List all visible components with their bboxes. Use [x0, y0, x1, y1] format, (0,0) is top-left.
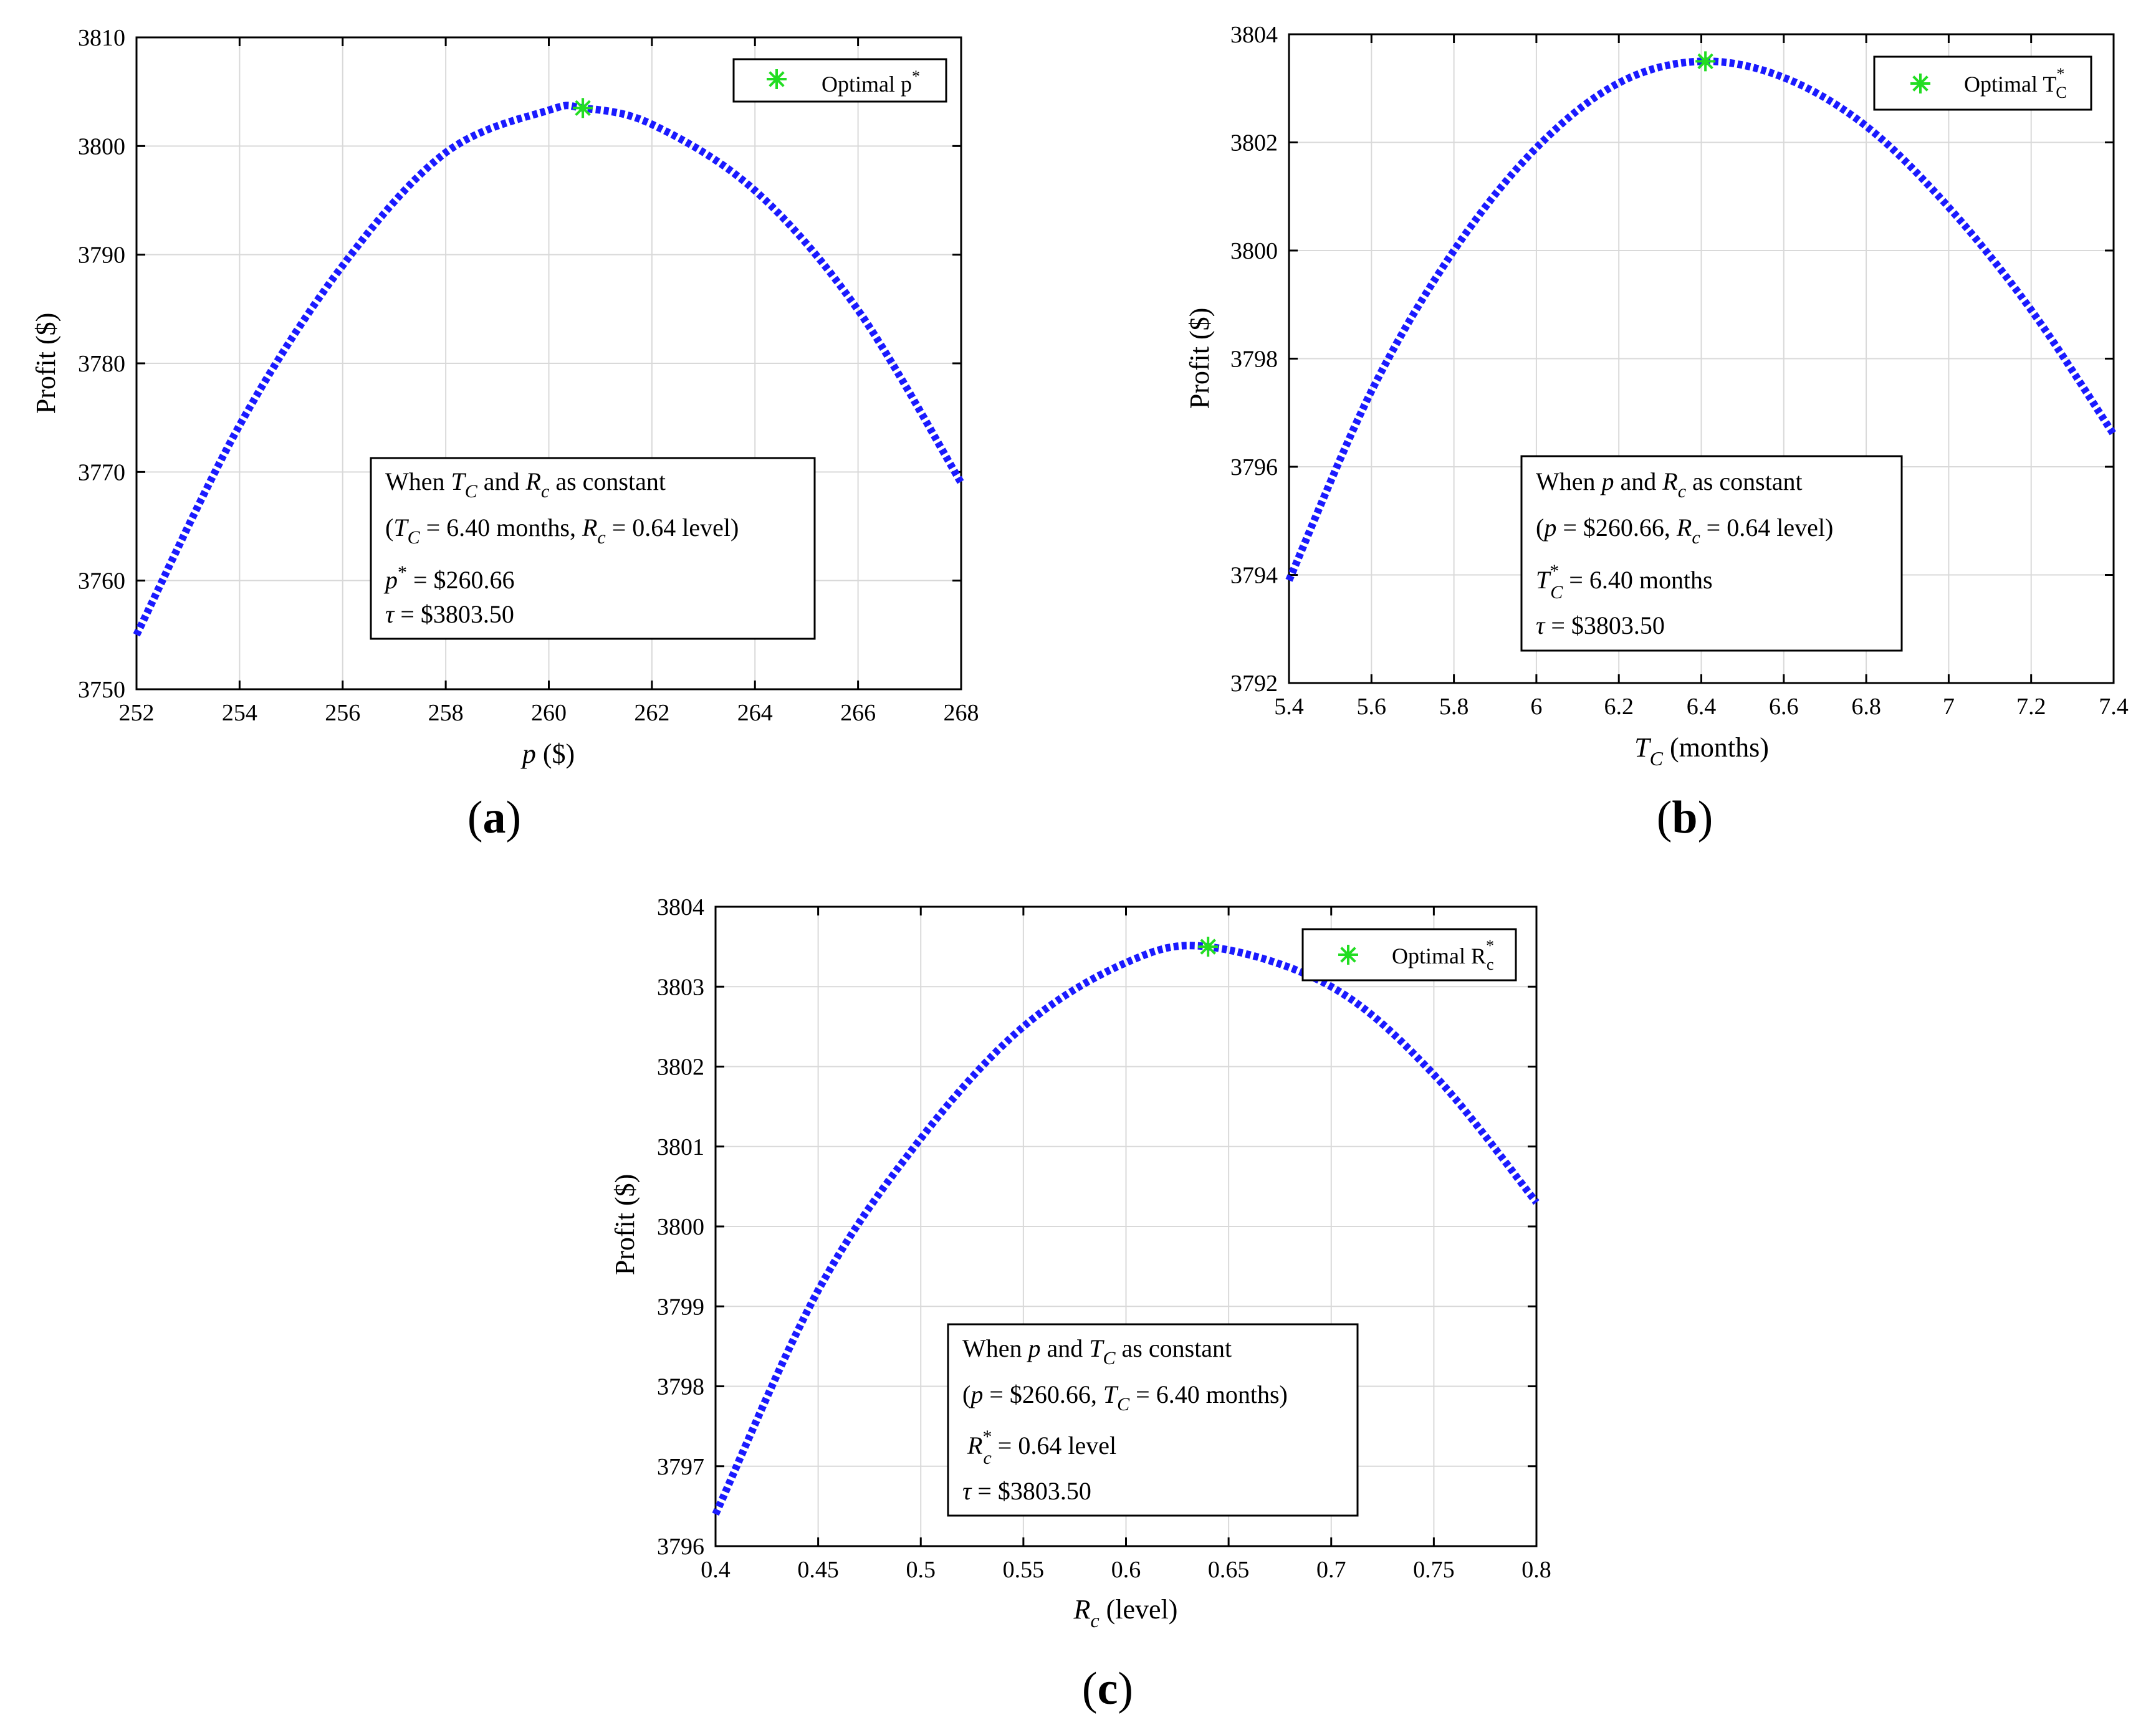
panel-c-legend-label: Optimal R* c [1392, 937, 1494, 973]
panel-c-annot-line-4: τ = $3803.50 [962, 1477, 1091, 1505]
panel-b: 5.4 5.6 5.8 6 6.2 6.4 6.6 6.8 7 7.2 7.4 3792 3794 379… [1184, 22, 2129, 843]
panel-a-series-line [133, 102, 965, 637]
x-tick-label: 268 [944, 700, 979, 726]
x-tick-label: 6 [1530, 694, 1542, 720]
y-tick-label: 3760 [78, 568, 125, 595]
panel-a-optimal-marker [573, 98, 593, 118]
panel-c: 0.4 0.45 0.5 0.55 0.6 0.65 0.7 0.75 0.8 3796 3797 3… [610, 894, 1551, 1714]
panel-c-ylabel: Profit ($) [610, 1174, 640, 1276]
legend-marker-icon [1338, 945, 1358, 965]
x-tick-label: 260 [531, 700, 567, 726]
y-tick-label: 3770 [78, 459, 125, 485]
optimal-point-marker [1198, 937, 1219, 957]
panel-a-ylabel: Profit ($) [31, 313, 61, 414]
y-tick-label: 3794 [1230, 563, 1278, 589]
y-tick-label: 3790 [78, 242, 125, 269]
x-tick-label: 0.55 [1003, 1557, 1045, 1583]
panel-a-legend: Optimal p* [732, 58, 947, 103]
x-tick-label: 7.4 [2099, 694, 2129, 720]
panel-a-legend-label: Optimal p* [822, 67, 920, 97]
panel-a-xlabel: p ($) [520, 738, 575, 769]
y-tick-label: 3802 [1230, 130, 1278, 156]
x-tick-label: 0.8 [1521, 1557, 1551, 1583]
panel-a-annot-line-3: p* = $260.66 [383, 562, 515, 594]
panel-a-ticks: 252 254 256 258 260 262 264 266 268 3750 3760 3770 3… [78, 25, 979, 726]
panel-a-annotation: When TC and Rc as constant (TC = 6.40 mo… [370, 457, 816, 640]
y-tick-label: 3797 [657, 1454, 704, 1480]
panel-b-legend: Optimal T* C [1873, 55, 2092, 111]
x-tick-label: 7.2 [2016, 694, 2046, 720]
x-tick-label: 5.6 [1357, 694, 1387, 720]
x-tick-label: 7 [1943, 694, 1955, 720]
panel-b-optimal-marker [1695, 51, 1716, 72]
panel-b-xlabel: TC (months) [1634, 732, 1769, 770]
panel-b-annot-line-4: τ = $3803.50 [1536, 611, 1665, 639]
x-tick-label: 258 [428, 700, 464, 726]
y-tick-label: 3800 [657, 1214, 704, 1240]
x-tick-label: 0.65 [1208, 1557, 1250, 1583]
x-tick-label: 0.45 [797, 1557, 839, 1583]
y-tick-label: 3800 [78, 133, 125, 160]
x-tick-label: 6.2 [1604, 694, 1634, 720]
y-tick-label: 3796 [1230, 454, 1278, 480]
panel-a-annot-line-2: (TC = 6.40 months, Rc = 0.64 level) [385, 514, 739, 548]
panel-b-annotation: When p and Rc as constant (p = $260.66, … [1520, 455, 1903, 652]
y-tick-label: 3801 [657, 1134, 704, 1160]
x-tick-label: 256 [325, 700, 360, 726]
y-tick-label: 3803 [657, 974, 704, 1000]
y-tick-label: 3798 [1230, 346, 1278, 373]
y-tick-label: 3810 [78, 25, 125, 51]
optimal-point-marker [573, 98, 593, 118]
panel-c-annotation: When p and TC as constant (p = $260.66, … [947, 1323, 1359, 1517]
panel-a-label: (a) [467, 792, 521, 843]
x-tick-label: 254 [222, 700, 257, 726]
x-tick-label: 264 [737, 700, 773, 726]
panel-c-optimal-marker [1198, 937, 1219, 957]
x-tick-label: 0.6 [1111, 1557, 1141, 1583]
panel-c-annot-line-3: R* c = 0.64 level [967, 1426, 1116, 1468]
y-tick-label: 3799 [657, 1294, 704, 1320]
panel-c-ticks: 0.4 0.45 0.5 0.55 0.6 0.65 0.7 0.75 0.8 3796 3797 3… [657, 894, 1551, 1583]
panel-b-annot-line-3: T* C = 6.40 months [1536, 561, 1713, 603]
panel-b-legend-label: Optimal T* C [1964, 65, 2067, 102]
x-tick-label: 5.4 [1274, 694, 1304, 720]
y-tick-label: 3792 [1230, 671, 1278, 697]
y-tick-label: 3796 [657, 1534, 704, 1560]
x-tick-label: 262 [634, 700, 669, 726]
panel-a: 252 254 256 258 260 262 264 266 268 3750 3760 3770 3… [31, 25, 979, 843]
x-tick-label: 0.75 [1413, 1557, 1455, 1583]
x-tick-label: 5.8 [1439, 694, 1469, 720]
x-tick-label: 6.6 [1769, 694, 1799, 720]
panel-c-xlabel: Rc (level) [1073, 1594, 1178, 1632]
x-tick-label: 6.8 [1851, 694, 1881, 720]
panel-c-label: (c) [1082, 1663, 1133, 1714]
x-tick-label: 0.5 [906, 1557, 936, 1583]
optimal-point-marker [1695, 51, 1716, 72]
y-tick-label: 3800 [1230, 238, 1278, 264]
x-tick-label: 6.4 [1687, 694, 1717, 720]
panel-b-label: (b) [1657, 792, 1713, 843]
panel-c-series-line [712, 942, 1540, 1516]
panel-a-grid [136, 37, 962, 690]
panel-a-annot-line-4: τ = $3803.50 [385, 600, 514, 628]
legend-marker-icon [767, 69, 787, 89]
x-tick-label: 266 [840, 700, 876, 726]
x-tick-label: 0.7 [1316, 1557, 1346, 1583]
y-tick-label: 3780 [78, 351, 125, 377]
y-tick-label: 3804 [657, 894, 704, 920]
panel-b-ticks: 5.4 5.6 5.8 6 6.2 6.4 6.6 6.8 7 7.2 7.4 3792 3794 379… [1230, 22, 2129, 720]
panel-c-legend: Optimal R* c [1301, 928, 1517, 982]
y-tick-label: 3798 [657, 1374, 704, 1400]
y-tick-label: 3804 [1230, 22, 1278, 48]
y-tick-label: 3802 [657, 1054, 704, 1081]
panel-b-ylabel: Profit ($) [1184, 308, 1215, 409]
x-tick-label: 252 [119, 700, 155, 726]
x-tick-label: 0.4 [701, 1557, 731, 1583]
legend-marker-icon [1910, 74, 1930, 93]
y-tick-label: 3750 [78, 677, 125, 703]
